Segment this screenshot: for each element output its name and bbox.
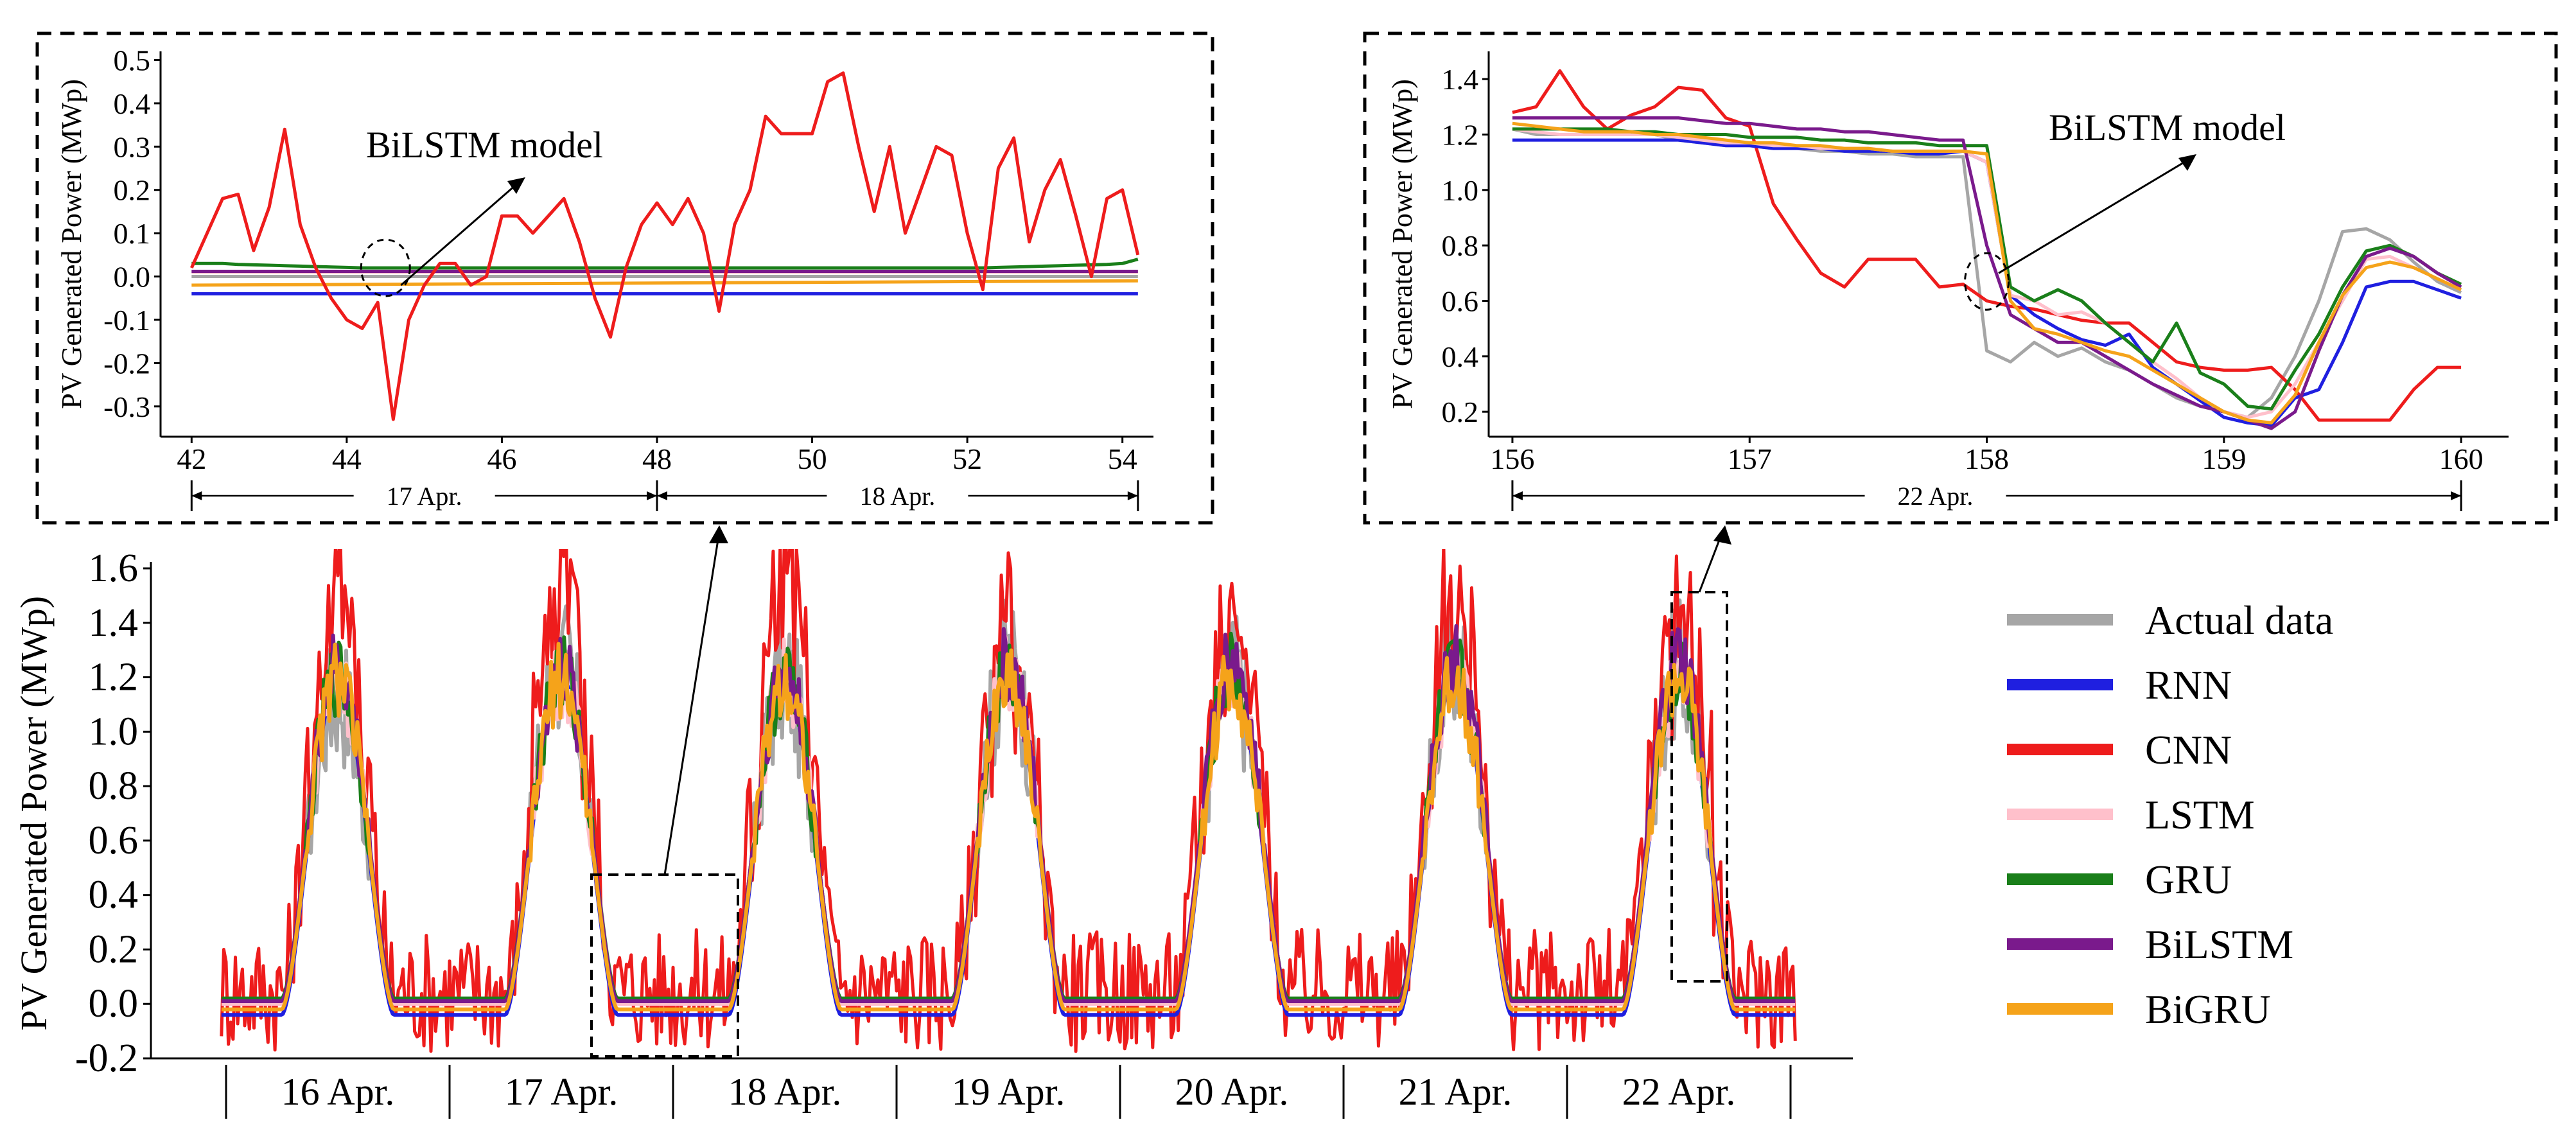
legend-label-lstm: LSTM: [2145, 792, 2255, 837]
inset-right-series-lstm: [1512, 127, 2462, 419]
inset-right-span-arrowhead: [1512, 491, 1523, 500]
inset-right-series-rnn: [1512, 138, 2462, 428]
inset-right-xtick-label: 159: [2202, 442, 2246, 475]
main-chart: -0.2 0.0 0.2 0.4 0.6 0.8 1.0 1.2 1.4 1.6 PV Genera…: [13, 525, 1853, 1119]
inset-left-highlight-circle: [360, 238, 411, 297]
inset-left-span-arrowhead: [657, 491, 667, 500]
inset-right-annotation-arrow: [1998, 157, 2192, 274]
inset-right-ytick-label: 0.4: [1442, 340, 1479, 373]
main-series-rnn: [221, 675, 1796, 1017]
inset-right-series-cnn: [1512, 69, 2462, 422]
inset-left-xtick-label: 44: [332, 442, 362, 475]
inset-left-span-arrowhead: [647, 491, 657, 500]
inset-right-day-label: 22 Apr.: [1898, 482, 1974, 511]
main-y-axis-label: PV Generated Power (MWp): [13, 596, 55, 1031]
main-series-group: [220, 549, 1797, 1053]
inset-right-ytick-label: 1.0: [1442, 174, 1479, 207]
legend-label-rnn: RNN: [2145, 662, 2232, 708]
inset-left-span-arrowhead: [1127, 491, 1138, 500]
inset-right-chart: 0.2 0.4 0.6 0.8 1.0 1.2 1.4 156 157 158 159 160 PV G…: [1387, 51, 2509, 511]
main-ytick-label: 1.0: [89, 710, 139, 753]
inset-left-ytick-label: 0.1: [114, 217, 151, 250]
inset-left-series-bigru: [191, 279, 1138, 287]
inset-right-ytick-label: 0.2: [1442, 396, 1479, 428]
main-ytick-label: 0.2: [89, 927, 139, 971]
inset-left-ytick-label: -0.3: [103, 390, 150, 423]
inset-left-annotation-arrow: [400, 180, 521, 286]
connector-left: [663, 531, 721, 875]
connector-left-arrowhead: [709, 525, 728, 543]
inset-right-ytick-label: 1.4: [1442, 63, 1479, 96]
inset-left-ytick-label: 0.0: [114, 261, 151, 293]
main-day-label: 17 Apr.: [505, 1071, 618, 1113]
main-day-label: 18 Apr.: [728, 1071, 842, 1113]
inset-left-frame: [35, 31, 1214, 525]
inset-left-day-label: 17 Apr.: [387, 482, 462, 511]
main-ytick-label: 0.8: [89, 764, 139, 808]
inset-left-ytick-label: -0.2: [103, 347, 150, 380]
main-day-label: 19 Apr.: [952, 1071, 1065, 1113]
inset-right-xtick-label: 160: [2439, 442, 2484, 475]
main-ytick-label: -0.2: [75, 1037, 138, 1080]
main-series-cnn: [220, 549, 1797, 1053]
legend-label-cnn: CNN: [2145, 727, 2232, 773]
inset-right-annotation: BiLSTM model: [2049, 107, 2286, 148]
inset-right-series-actual-data: [1512, 127, 2462, 419]
inset-right-y-axis-label: PV Generated Power (MWp): [1387, 79, 1418, 409]
legend-label-gru: GRU: [2145, 857, 2232, 902]
inset-left-annotation: BiLSTM model: [366, 124, 603, 166]
inset-right-ytick-label: 0.6: [1442, 284, 1479, 317]
inset-left-xtick-label: 46: [487, 442, 516, 475]
inset-left-chart: -0.3 -0.2 -0.1 0.0 0.1 0.2 0.3 0.4 0.5 42 44 46 48 50…: [56, 44, 1153, 511]
main-series-bigru: [221, 642, 1796, 1011]
main-ytick-label: 0.0: [89, 982, 139, 1026]
inset-left-series-cnn: [190, 71, 1140, 421]
inset-left-xtick-label: 52: [952, 442, 982, 475]
inset-left-annotation-arrowhead: [507, 177, 525, 194]
inset-right-ytick-label: 0.8: [1442, 229, 1479, 262]
inset-left-y-axis-label: PV Generated Power (MWp): [56, 79, 87, 409]
inset-right-frame: [1363, 31, 2558, 525]
legend-label-bilstm: BiLSTM: [2145, 922, 2293, 967]
inset-left-ytick-label: 0.5: [114, 44, 151, 76]
inset-right-series-bigru: [1512, 121, 2462, 425]
inset-left-ytick-label: 0.2: [114, 174, 151, 207]
inset-right-annotation-arrowhead: [2178, 154, 2196, 171]
inset-right-xtick-label: 157: [1728, 442, 1772, 475]
inset-left-xtick-label: 50: [798, 442, 827, 475]
main-ytick-label: 0.4: [89, 873, 139, 917]
inset-left-xtick-label: 54: [1108, 442, 1137, 475]
main-day-label: 20 Apr.: [1175, 1071, 1289, 1113]
inset-right-xtick-label: 156: [1490, 442, 1534, 475]
inset-left-day-label: 18 Apr.: [860, 482, 936, 511]
inset-right-series-bilstm: [1512, 116, 2462, 430]
legend-label-actual-data: Actual data: [2145, 597, 2333, 643]
legend-label-bigru: BiGRU: [2145, 986, 2271, 1032]
inset-right-ytick-label: 1.2: [1442, 118, 1479, 151]
inset-right-span-arrowhead: [2451, 491, 2462, 500]
inset-left-span-arrowhead: [191, 491, 202, 500]
main-day-label: 22 Apr.: [1622, 1071, 1736, 1113]
main-ytick-label: 1.6: [89, 547, 139, 590]
main-ytick-label: 1.4: [89, 601, 139, 645]
inset-left-xtick-label: 42: [177, 442, 206, 475]
main-ytick-label: 1.2: [89, 656, 139, 699]
inset-left-xtick-label: 48: [642, 442, 672, 475]
inset-right-xtick-label: 158: [1965, 442, 2009, 475]
connector-right-arrowhead: [1713, 525, 1731, 545]
main-ytick-label: 0.6: [89, 819, 139, 862]
main-day-label: 16 Apr.: [281, 1071, 395, 1113]
inset-left-ytick-label: 0.3: [114, 130, 151, 163]
inset-right-highlight-circle: [1964, 252, 2010, 311]
inset-left-series-gru: [191, 258, 1139, 270]
main-day-label: 21 Apr.: [1399, 1071, 1512, 1113]
inset-left-ytick-label: -0.1: [103, 304, 150, 337]
inset-left-ytick-label: 0.4: [114, 87, 151, 120]
main-zoom-box-right: [1670, 591, 1728, 983]
legend: Actual data RNN CNN LSTM GRU BiLSTM BiGRU: [2007, 597, 2333, 1032]
